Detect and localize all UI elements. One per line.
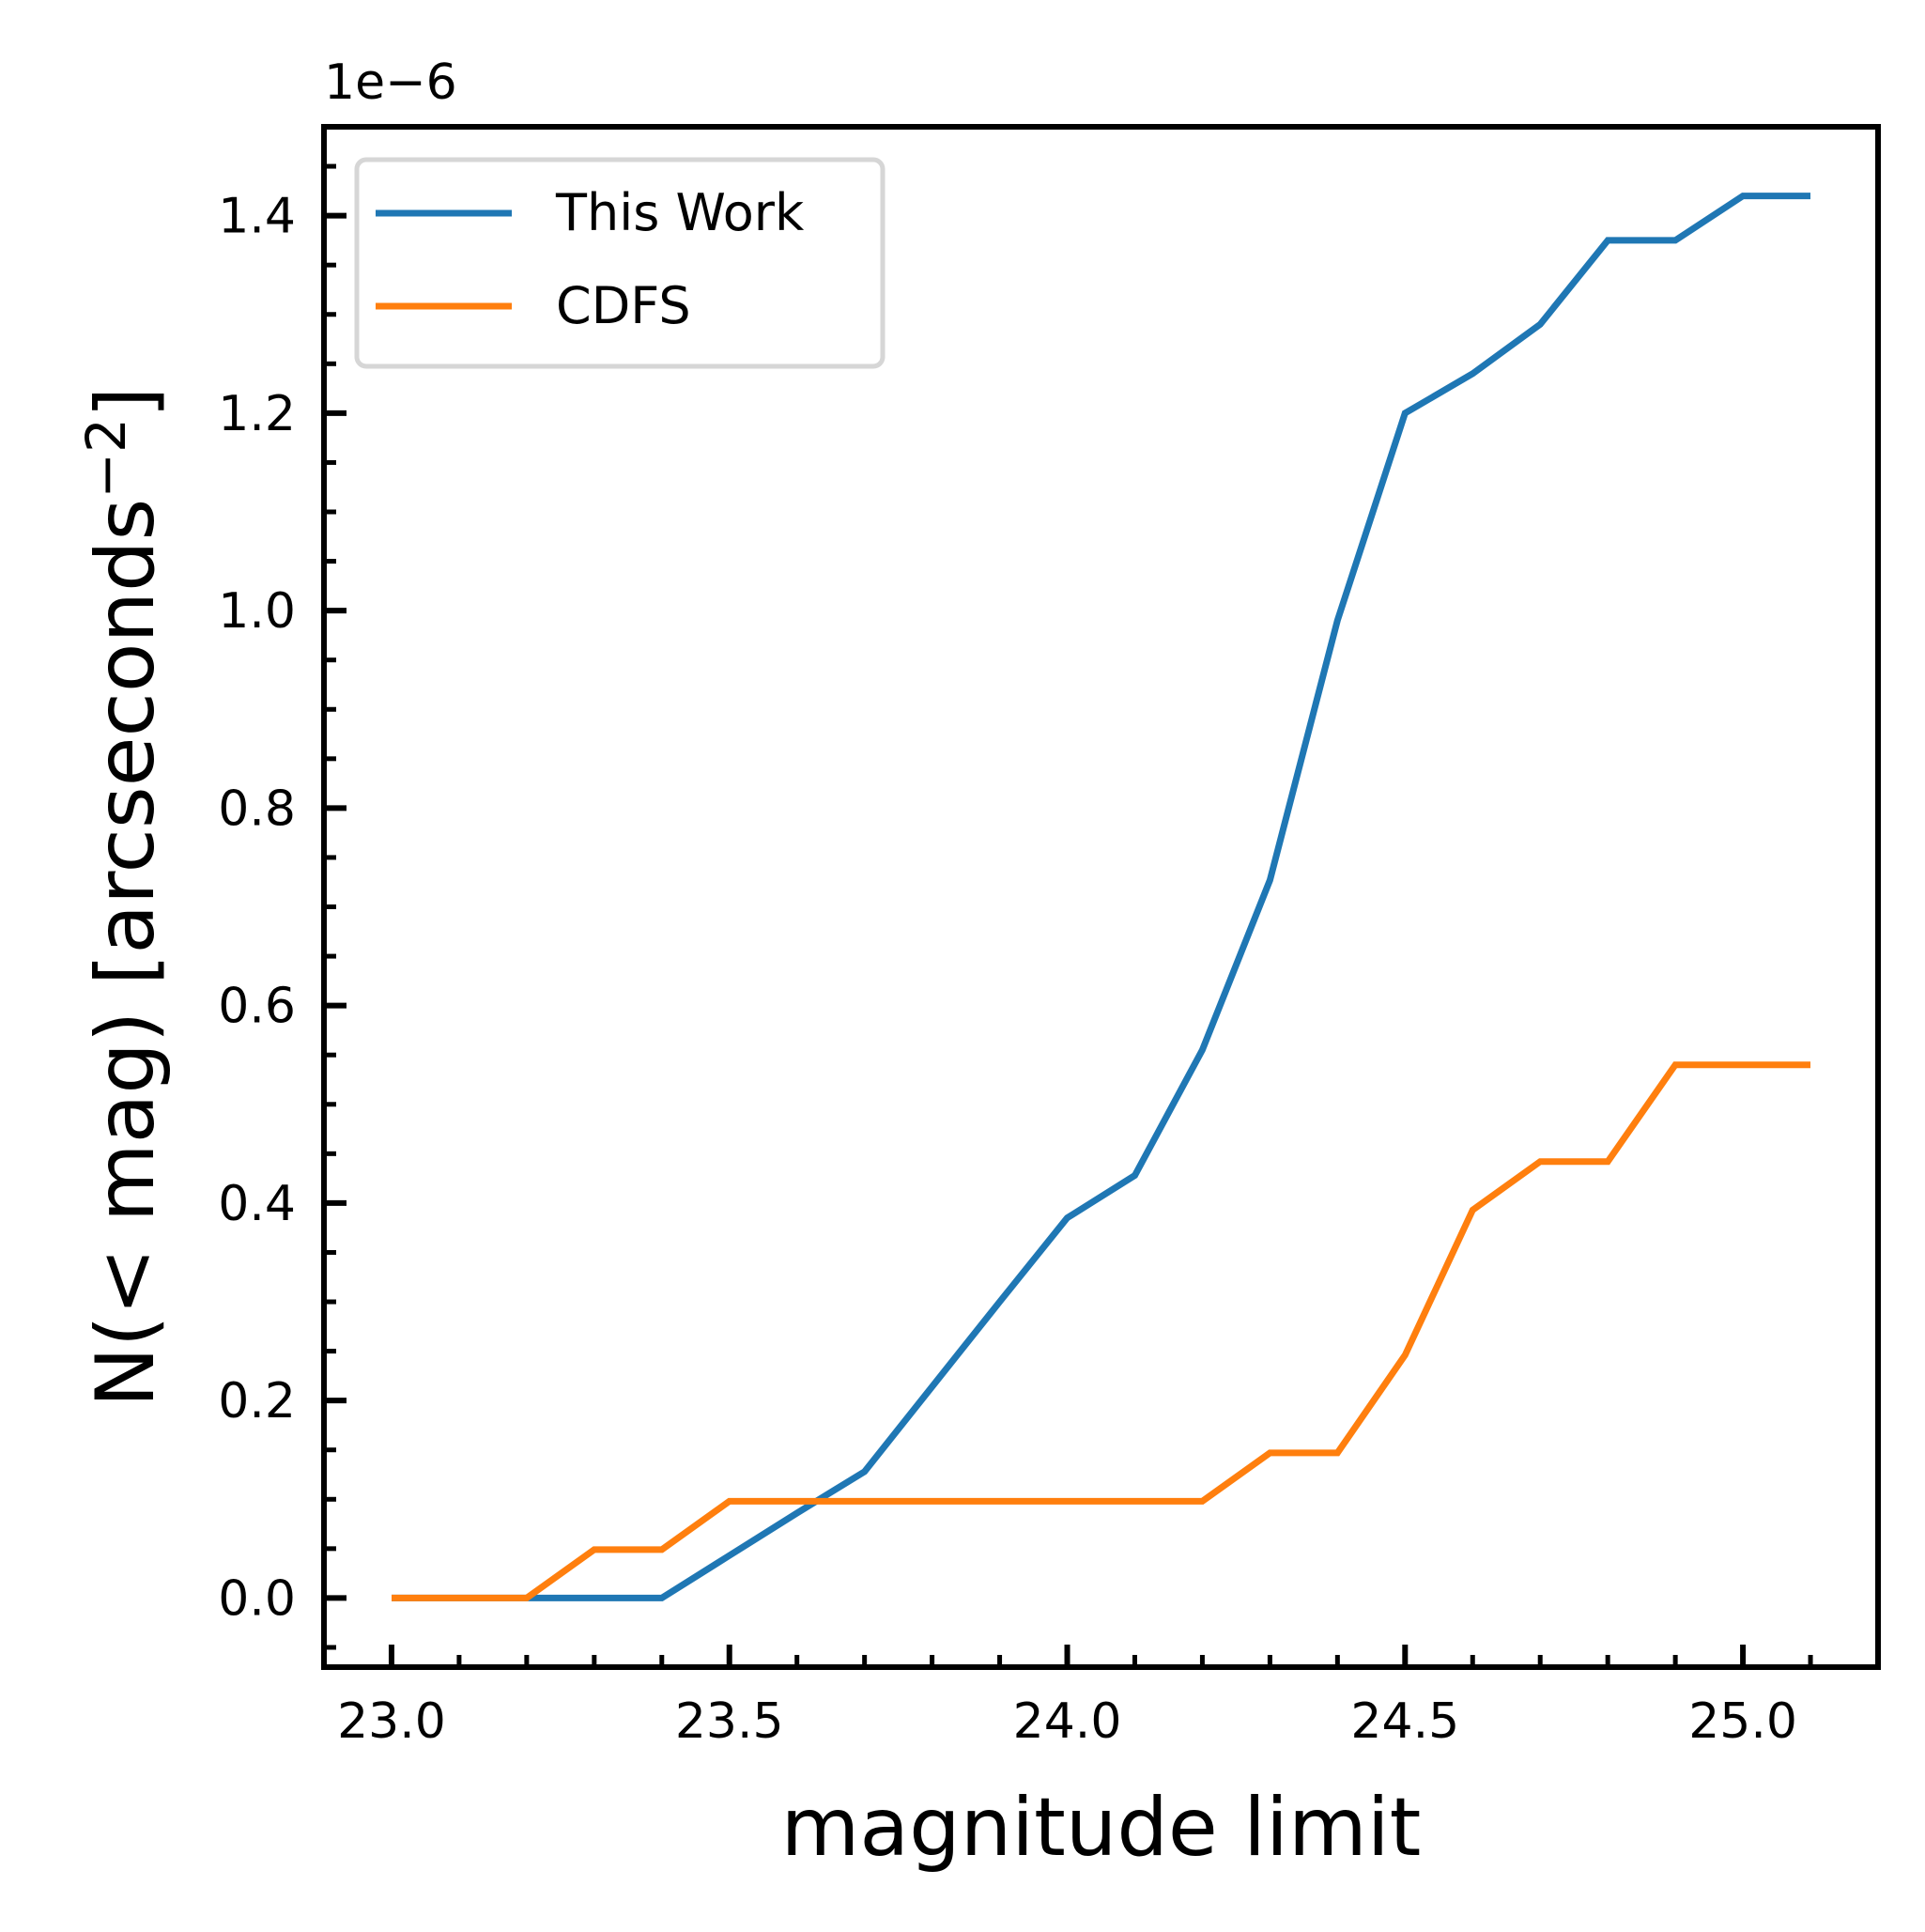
x-tick-label: 24.0: [1013, 1693, 1122, 1750]
y-tick-label: 1.0: [218, 583, 296, 640]
x-tick-label: 23.0: [337, 1693, 446, 1750]
x-axis-label: magnitude limit: [781, 1781, 1422, 1875]
legend: This Work CDFS: [354, 157, 886, 369]
y-tick-label: 0.8: [218, 781, 296, 837]
x-tick-label: 23.5: [675, 1693, 784, 1750]
x-tick-label: 24.5: [1350, 1693, 1459, 1750]
y-axis-label: N(< mag) [arcseconds−2]: [74, 387, 173, 1408]
tick-labels: 23.0 23.5 24.0 24.5 25.0 0.0 0.2 0.4 0.6 0.8 1.0 1.…: [218, 189, 1797, 1750]
y-tick-label: 0.0: [218, 1570, 296, 1627]
y-tick-label: 0.4: [218, 1176, 296, 1232]
y-tick-label: 1.2: [218, 386, 296, 442]
x-tick-label: 25.0: [1688, 1693, 1797, 1750]
plot-frame: [321, 124, 1881, 1670]
series-line-cdfs: [392, 1061, 1810, 1601]
y-axis-label-close: ]: [79, 387, 173, 419]
y-offset-label: 1e−6: [324, 54, 457, 111]
y-tick-label: 0.2: [218, 1373, 296, 1430]
series-line-this-work: [392, 193, 1810, 1601]
y-tick-label: 1.4: [218, 189, 296, 245]
y-axis-label-superscript: −2: [74, 418, 138, 499]
y-axis-label-main: N(< mag) [arcseconds: [79, 499, 173, 1408]
legend-label-this-work: This Work: [555, 183, 805, 242]
legend-label-cdfs: CDFS: [556, 276, 691, 335]
series-layer: [392, 193, 1810, 1601]
y-tick-label: 0.6: [218, 979, 296, 1035]
